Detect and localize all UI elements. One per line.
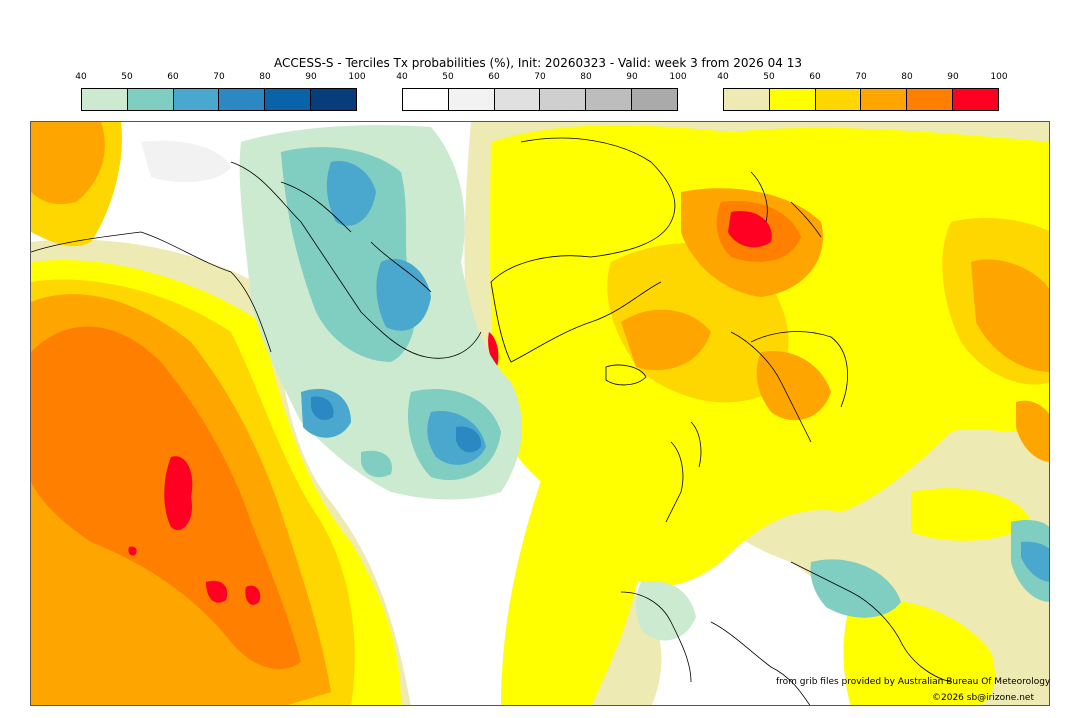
map-title: ACCESS-S - Terciles Tx probabilities (%)… [274,56,802,70]
tick-label: 100 [990,72,1008,82]
colorbar-swatch [448,89,495,110]
tick-label: 100 [348,72,366,82]
colorbar-swatch [173,89,220,110]
tick-label: 80 [901,72,913,82]
colorbar-swatch [769,89,816,110]
tick-label: 70 [213,72,225,82]
colorbar-swatch [494,89,541,110]
colorbar-swatch [861,89,908,110]
colorbar-swatch [265,89,312,110]
tick-label: 40 [717,72,729,82]
tick-label: 60 [167,72,179,82]
colorbar-swatch [311,89,356,110]
tick-label: 90 [305,72,317,82]
tick-label: 60 [488,72,500,82]
tick-label: 80 [259,72,271,82]
colorbar-swatch [540,89,587,110]
colorbar-swatch [815,89,862,110]
tick-label: 40 [75,72,87,82]
probability-map [30,121,1050,706]
tick-label: 60 [809,72,821,82]
colorbar-normal-ticks: 40 50 60 70 80 90 100 [396,72,686,84]
tick-label: 90 [947,72,959,82]
colorbar-swatch [127,89,174,110]
map-canvas [31,122,1049,705]
colorbar-swatch [82,89,128,110]
tick-label: 50 [442,72,454,82]
below-tercile-regions [239,125,1049,641]
above-tercile-90-100 [128,211,772,605]
tick-label: 50 [121,72,133,82]
colorbar-above-ticks: 40 50 60 70 80 90 100 [717,72,1007,84]
colorbar-swatch [219,89,266,110]
tick-label: 70 [855,72,867,82]
coastlines [31,137,952,705]
colorbar-swatch [907,89,954,110]
colorbar-below-ticks: 40 50 60 70 80 90 100 [75,72,365,84]
colorbar-swatch [403,89,449,110]
tick-label: 40 [396,72,408,82]
colorbar-below [81,88,357,111]
colorbar-swatch [953,89,998,110]
tick-label: 70 [534,72,546,82]
copyright-text: ©2026 sb@irizone.net [932,693,1034,703]
colorbar-swatch [632,89,677,110]
colorbar-swatch [586,89,633,110]
colorbar-above [723,88,999,111]
tick-label: 80 [580,72,592,82]
data-credit: from grib files provided by Australian B… [776,677,1051,687]
colorbar-swatch [724,89,770,110]
tick-label: 90 [626,72,638,82]
colorbar-normal [402,88,678,111]
tick-label: 100 [669,72,687,82]
tick-label: 50 [763,72,775,82]
